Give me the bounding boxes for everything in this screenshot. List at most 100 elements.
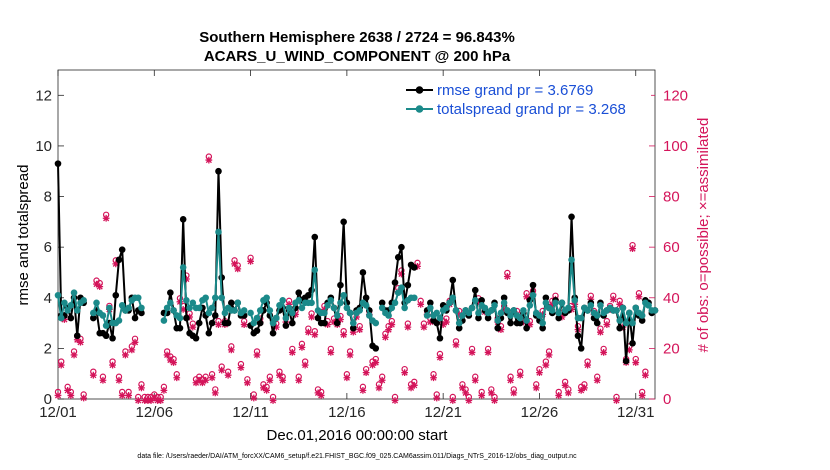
totalspread-point [170,307,177,314]
rmse-point [391,279,399,286]
totalspread-point [394,289,402,297]
rmse-point [404,281,412,289]
obs-assimilated-marker [430,374,437,382]
obs-assimilated-marker [134,397,142,404]
rmse-point [192,334,200,342]
obs-assimilated-marker [115,376,123,384]
rmse-point [131,314,139,322]
legend-rmse-marker [415,86,424,94]
rmse-point [295,289,303,297]
rmse-point [138,309,145,317]
rmse-point [333,319,341,327]
rmse-point [410,264,418,271]
obs-assimilated-marker [362,369,370,377]
rmse-point [311,233,319,241]
totalspread-point [205,309,213,317]
totalspread-point [179,264,187,271]
obs-assimilated-marker [523,293,530,301]
totalspread-point [186,304,193,312]
totalspread-point [218,294,225,302]
rmse-point [208,319,216,327]
obs-assimilated-marker [189,323,197,331]
y-right-tick-label: 0 [663,391,671,408]
obs-assimilated-marker [173,374,181,382]
obs-assimilated-marker [99,376,107,384]
series-lines [54,160,659,365]
rmse-point [90,314,97,322]
rmse-point [574,332,582,340]
totalspread-point [289,309,296,317]
obs-assimilated-marker [147,397,155,404]
totalspread-point [507,312,514,319]
obs-assimilated-marker [487,389,495,397]
rmse-point [256,319,264,327]
obs-assimilated-marker [600,349,608,356]
totalspread-point [362,302,370,309]
rmse-point [398,243,405,251]
totalspread-point [106,304,113,312]
obs-assimilated-marker [462,389,470,397]
obs-assimilated-marker [587,295,595,303]
obs-assimilated-marker [218,366,226,374]
obs-assimilated-marker [337,316,344,323]
y-right-tick-label: 100 [663,138,688,155]
rmse-point [183,314,190,322]
obs-assimilated-marker [356,326,364,334]
obs-assimilated-marker [536,369,543,377]
totalspread-point [118,302,126,309]
obs-assimilated-marker [112,260,120,268]
rmse-point [337,281,344,289]
totalspread-point [475,309,482,317]
obs-assimilated-marker [118,392,126,399]
obs-assimilated-marker [266,376,274,384]
obs-assimilated-marker [478,392,486,399]
rmse-point [176,324,184,332]
plot-frame [57,69,656,400]
obs-assimilated-marker [77,338,84,346]
totalspread-point [616,317,623,324]
obs-assimilated-marker [382,333,389,341]
obs-assimilated-marker [237,364,245,371]
totalspread-point [70,289,78,297]
totalspread-point [619,304,627,312]
rmse-point [118,246,126,253]
totalspread-point [622,319,630,327]
obs-assimilated-marker [564,389,572,397]
obs-assimilated-marker [234,265,242,273]
obs-assimilated-marker [240,321,248,328]
totalspread-point [523,317,530,324]
totalspread-point [356,307,364,314]
totalspread-point [189,299,197,307]
totalspread-point [93,299,100,307]
totalspread-point [349,319,357,327]
x-tick-label: 12/26 [521,404,559,421]
totalspread-point [57,314,65,322]
rmse-point [54,160,62,167]
obs-assimilated-marker [150,394,158,402]
obs-assimilated-marker [96,283,104,290]
totalspread-point [346,309,354,317]
totalspread-point [497,309,505,317]
obs-assimilated-marker [507,376,514,384]
totalspread-point [324,302,331,309]
totalspread-point [247,309,254,317]
rmse-point [449,276,457,284]
totalspread-point [555,309,563,317]
totalspread-point [366,312,373,319]
rmse-point [507,319,514,327]
totalspread-point [215,228,222,236]
totalspread-point [138,304,145,312]
rmse-point [500,294,508,302]
totalspread-point [468,304,476,312]
obs-assimilated-marker [584,361,591,369]
obs-assimilated-marker [73,336,81,344]
totalspread-point [436,314,444,322]
obs-assimilated-marker [179,306,187,313]
totalspread-point [240,307,248,314]
totalspread-point [99,312,107,319]
totalspread-point [279,297,286,304]
totalspread-point [427,304,434,312]
obs-assimilated-marker [548,300,556,308]
totalspread-point [452,307,460,314]
rmse-point [195,319,203,327]
